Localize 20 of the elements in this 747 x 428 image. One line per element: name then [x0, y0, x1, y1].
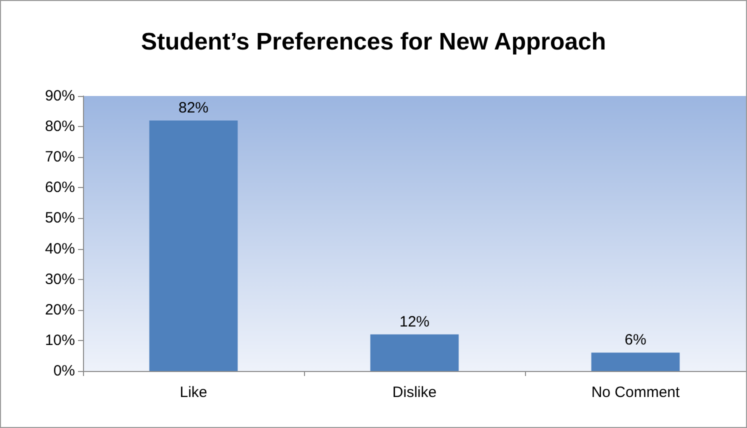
y-tick-label: 80% — [44, 118, 75, 136]
bar — [370, 334, 459, 371]
y-tick-label: 90% — [44, 88, 75, 104]
y-tick-label: 10% — [44, 332, 75, 349]
y-tick-label: 60% — [44, 179, 75, 196]
y-tick-label: 40% — [44, 240, 75, 258]
data-label: 82% — [178, 99, 209, 116]
chart-title: Student’s Preferences for New Approach — [141, 28, 606, 56]
y-tick-label: 50% — [44, 210, 75, 227]
y-tick-label: 30% — [44, 270, 75, 288]
y-tick-label: 20% — [44, 301, 75, 318]
data-label: 6% — [624, 332, 646, 349]
y-tick-label: 70% — [44, 148, 75, 166]
data-label: 12% — [399, 313, 430, 330]
x-tick-label: Dislike — [392, 384, 437, 401]
x-tick-label: No Comment — [591, 384, 681, 401]
y-tick-label: 0% — [53, 362, 75, 380]
x-tick-label: Like — [180, 384, 208, 401]
bar — [149, 120, 238, 371]
bar — [591, 352, 680, 371]
